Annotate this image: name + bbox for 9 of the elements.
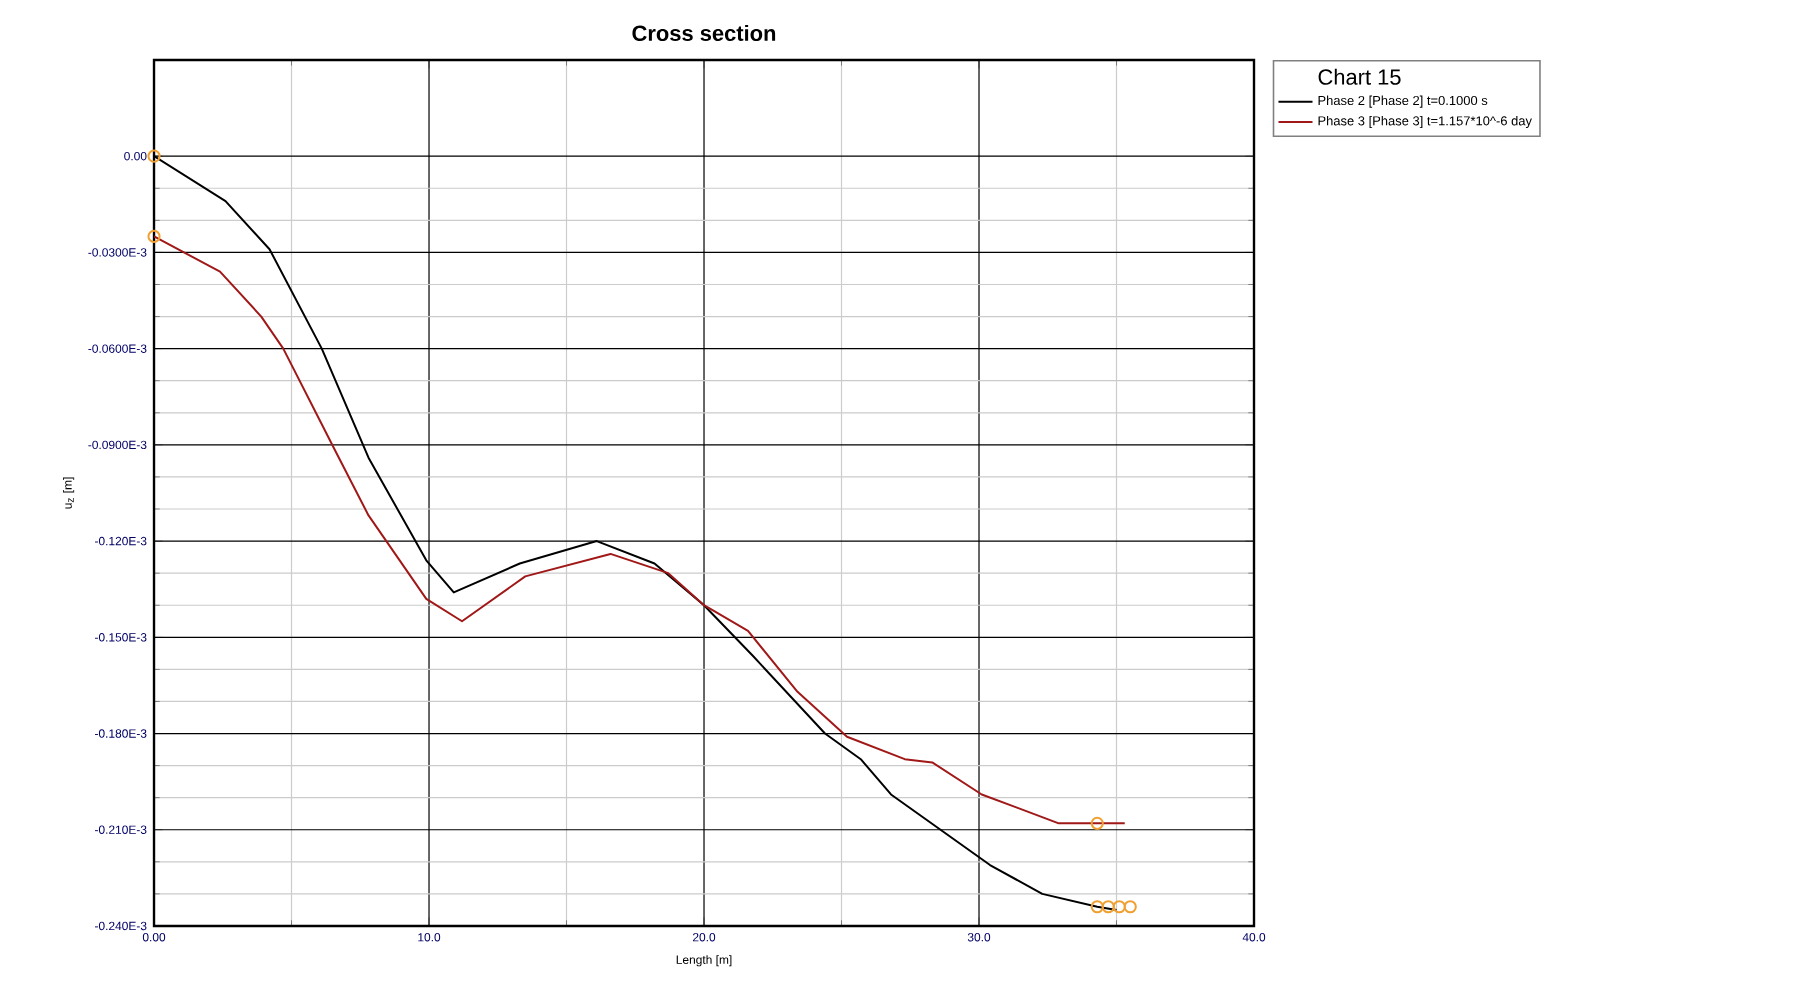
legend-title: Chart 15 — [1318, 68, 1401, 85]
point — [147, 229, 161, 243]
point — [1112, 900, 1126, 914]
chart-title: Cross section — [632, 24, 776, 41]
point — [1090, 900, 1104, 914]
point — [1090, 816, 1104, 830]
point — [147, 149, 161, 163]
point — [1101, 900, 1115, 914]
point — [1123, 900, 1137, 914]
